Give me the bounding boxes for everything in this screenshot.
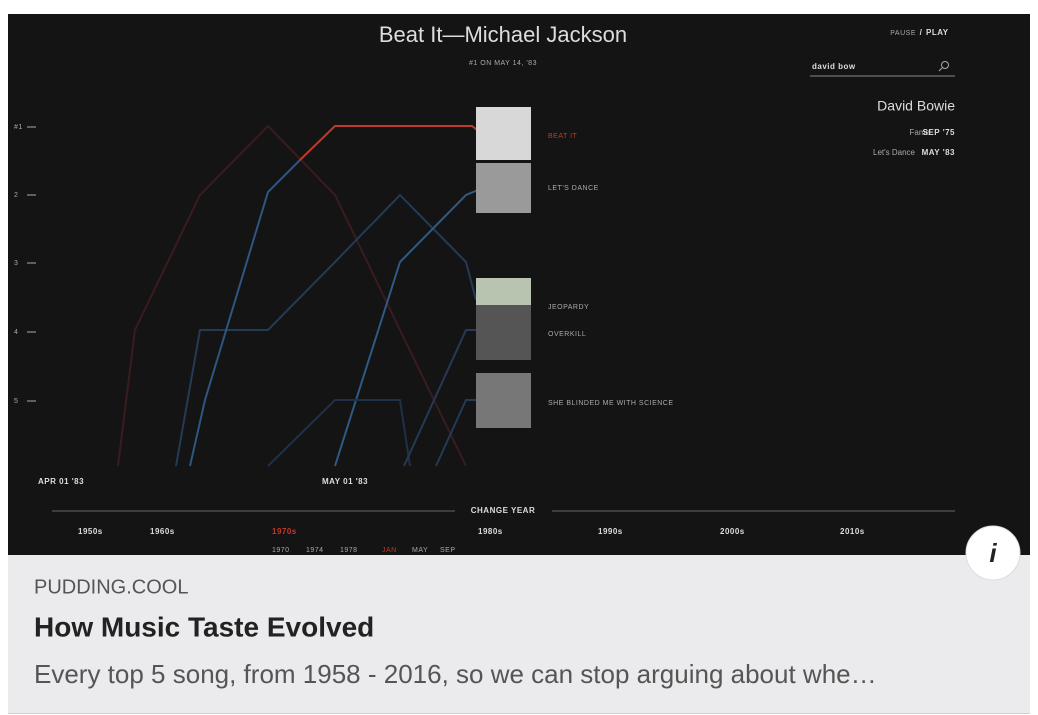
date-label: MAY 01 '83 xyxy=(322,477,368,486)
artist-song[interactable]: Fame xyxy=(910,128,931,137)
album-thumb xyxy=(476,373,531,428)
decade-option[interactable]: 1980s xyxy=(478,527,503,536)
song-label[interactable]: OVERKILL xyxy=(548,331,586,338)
rank-line xyxy=(175,193,477,467)
decade-option[interactable]: 1960s xyxy=(150,527,175,536)
artist-song[interactable]: Let's Dance xyxy=(873,148,916,157)
rank-line xyxy=(117,124,467,467)
rank-labels: #1 2 3 4 5 xyxy=(14,124,36,405)
decade-option[interactable]: 1970s xyxy=(272,527,297,536)
song-label[interactable]: LET'S DANCE xyxy=(548,185,599,192)
decade-option[interactable]: 1990s xyxy=(598,527,623,536)
year-option[interactable]: 1974 xyxy=(306,547,324,554)
decade-selector: 1950s 1960s 1970s 1980s 1990s 2000s 2010s xyxy=(78,527,865,536)
decade-option[interactable]: 1950s xyxy=(78,527,103,536)
artist-song-date: SEP '75 xyxy=(923,128,955,137)
control-separator: / xyxy=(920,28,923,37)
card-footer xyxy=(8,555,1030,713)
rank-line xyxy=(267,399,411,467)
song-title: Beat It—Michael Jackson xyxy=(379,22,627,47)
play-button[interactable]: PLAY xyxy=(926,28,949,37)
year-option[interactable]: MAY xyxy=(412,547,428,554)
song-label[interactable]: BEAT IT xyxy=(548,133,578,140)
card-title[interactable]: How Music Taste Evolved xyxy=(34,611,374,642)
album-thumb xyxy=(476,278,531,305)
rank-label: #1 xyxy=(14,124,23,131)
card-description: Every top 5 song, from 1958 - 2016, so w… xyxy=(34,659,877,689)
rank-label: 4 xyxy=(14,329,18,336)
search-input[interactable]: david bow xyxy=(812,62,856,71)
rank-label: 3 xyxy=(14,260,18,267)
year-selector: 1970 1974 1978 JAN MAY SEP xyxy=(272,547,456,554)
album-thumb xyxy=(476,163,531,213)
change-year-label: CHANGE YEAR xyxy=(471,506,535,515)
search-icon[interactable] xyxy=(941,61,949,69)
song-subtitle: #1 ON MAY 14, '83 xyxy=(469,60,537,67)
year-option[interactable]: SEP xyxy=(440,547,456,554)
album-thumb xyxy=(476,107,531,160)
year-option[interactable]: 1978 xyxy=(340,547,358,554)
song-label[interactable]: JEOPARDY xyxy=(548,304,589,311)
search-icon xyxy=(938,67,943,72)
info-button[interactable] xyxy=(965,525,1021,581)
rank-line xyxy=(189,159,301,467)
date-label: APR 01 '83 xyxy=(38,477,84,486)
rank-label: 5 xyxy=(14,398,18,405)
artist-song-date: MAY '83 xyxy=(922,148,955,157)
song-labels: BEAT IT LET'S DANCE JEOPARDY OVERKILL SHE BL… xyxy=(548,133,674,407)
decade-option[interactable]: 2010s xyxy=(840,527,865,536)
info-icon[interactable]: i xyxy=(989,538,997,568)
year-option[interactable]: 1970 xyxy=(272,547,290,554)
album-art xyxy=(476,107,531,428)
decade-option[interactable]: 2000s xyxy=(720,527,745,536)
rank-label: 2 xyxy=(14,192,18,199)
artist-name: David Bowie xyxy=(877,98,955,114)
album-thumb xyxy=(476,305,531,360)
year-option[interactable]: JAN xyxy=(382,547,397,554)
pause-button[interactable]: PAUSE xyxy=(890,30,916,37)
song-label[interactable]: SHE BLINDED ME WITH SCIENCE xyxy=(548,400,674,407)
site-name: PUDDING.COOL xyxy=(34,576,188,598)
